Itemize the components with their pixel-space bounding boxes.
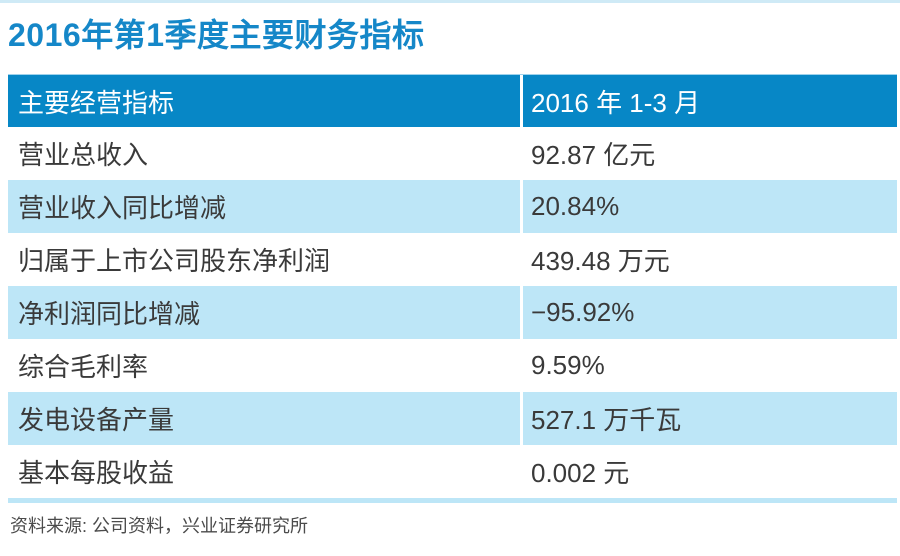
row-label: 营业总收入 (8, 127, 520, 180)
column-divider (520, 75, 523, 127)
row-label: 净利润同比增减 (8, 286, 520, 339)
row-label: 发电设备产量 (8, 392, 520, 445)
top-divider (0, 0, 900, 3)
row-label: 营业收入同比增减 (8, 180, 520, 233)
column-divider (520, 392, 523, 445)
row-value: 527.1 万千瓦 (523, 392, 897, 445)
column-divider (520, 339, 523, 392)
row-value: 0.002 元 (523, 445, 897, 498)
table-row: 净利润同比增减 −95.92% (8, 286, 897, 339)
column-divider (520, 233, 523, 286)
table-row: 综合毛利率 9.59% (8, 339, 897, 392)
header-cell-period: 2016 年 1-3 月 (523, 75, 897, 127)
column-divider (520, 127, 523, 180)
header-cell-indicator: 主要经营指标 (8, 75, 520, 127)
table-bottom-border (8, 498, 897, 503)
row-value: 9.59% (523, 339, 897, 392)
table-header-row: 主要经营指标 2016 年 1-3 月 (8, 74, 897, 127)
row-label: 综合毛利率 (8, 339, 520, 392)
column-divider (520, 180, 523, 233)
page-title: 2016年第1季度主要财务指标 (8, 17, 425, 53)
table-row: 营业收入同比增减 20.84% (8, 180, 897, 233)
table-row: 归属于上市公司股东净利润 439.48 万元 (8, 233, 897, 286)
column-divider (520, 445, 523, 498)
column-divider (520, 286, 523, 339)
row-value: −95.92% (523, 286, 897, 339)
financial-indicators-table: 主要经营指标 2016 年 1-3 月 营业总收入 92.87 亿元 营业收入同… (8, 74, 897, 503)
table-row: 营业总收入 92.87 亿元 (8, 127, 897, 180)
source-note: 资料来源: 公司资料，兴业证券研究所 (10, 516, 309, 536)
row-value: 92.87 亿元 (523, 127, 897, 180)
row-value: 439.48 万元 (523, 233, 897, 286)
table-row: 发电设备产量 527.1 万千瓦 (8, 392, 897, 445)
table-row: 基本每股收益 0.002 元 (8, 445, 897, 498)
row-label: 基本每股收益 (8, 445, 520, 498)
row-label: 归属于上市公司股东净利润 (8, 233, 520, 286)
row-value: 20.84% (523, 180, 897, 233)
